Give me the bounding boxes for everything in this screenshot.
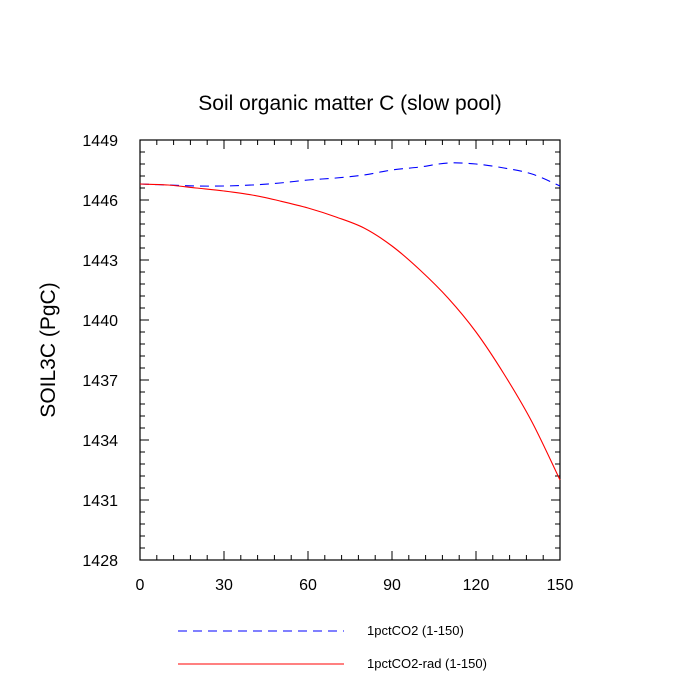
y-tick-label: 1440 [82,313,118,330]
y-tick-label: 1431 [82,493,118,510]
legend: 1pctCO2 (1-150) 1pctCO2-rad (1-150) [178,623,487,671]
y-tick-label: 1446 [82,193,118,210]
legend-label-2: 1pctCO2-rad (1-150) [367,656,487,671]
plot-frame [139,139,561,561]
chart-title: Soil organic matter C (slow pool) [198,92,501,115]
x-tick-label: 60 [299,577,317,594]
y-tick-label: 1428 [82,553,118,570]
x-tick-label: 0 [136,577,145,594]
plot-area: 0 30 60 90 120 150 1428 1431 1434 1437 1440 1443 144… [82,133,573,594]
y-tick-label: 1434 [82,433,118,450]
x-tick-label: 30 [215,577,233,594]
x-tick-label: 120 [463,577,490,594]
series-line-1 [139,162,561,187]
y-tick-label: 1437 [82,373,118,390]
legend-label-1: 1pctCO2 (1-150) [367,623,464,638]
x-tick-label: 90 [383,577,401,594]
y-axis-label: SOIL3C (PgC) [37,282,60,417]
series-line-2 [139,183,561,481]
x-tick-label: 150 [547,577,574,594]
y-tick-label: 1443 [82,253,118,270]
y-tick-label: 1449 [82,133,118,150]
